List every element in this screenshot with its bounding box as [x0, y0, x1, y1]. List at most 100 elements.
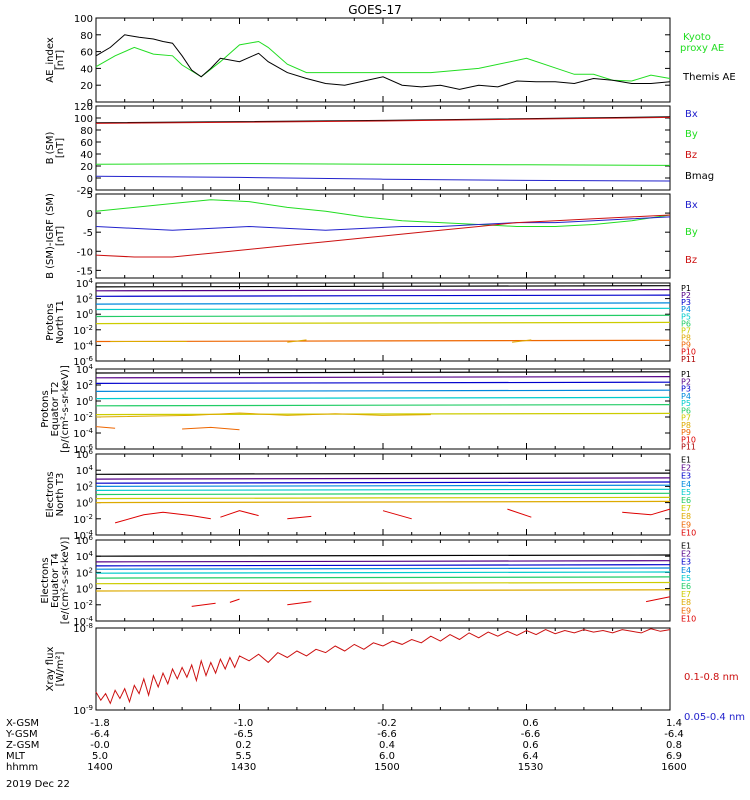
legend-entry: P5 [681, 312, 691, 321]
y-tick-label: 80 [80, 126, 93, 137]
legend-entry: By [685, 129, 698, 140]
channel-line [95, 564, 671, 567]
channel-line [95, 381, 671, 384]
y-axis-label: B (SM) [45, 131, 56, 164]
legend-entry: E1 [681, 541, 691, 550]
legend-entry: P8 [681, 334, 691, 343]
legend-entry: E10 [681, 528, 696, 537]
channel-segment [95, 426, 116, 429]
legend-entry: P4 [681, 305, 691, 314]
channel-segment [220, 510, 259, 518]
channel-line [95, 289, 671, 292]
legend-entry: Themis AE [682, 72, 736, 83]
x-axis-value: 0.6 [523, 740, 539, 751]
y-tick-label: 102 [76, 379, 93, 392]
channel-segment [507, 508, 532, 518]
y-tick-label: 10-9 [73, 704, 93, 717]
legend: Bx By Bz [685, 200, 698, 266]
legend: Bx By Bz Bmag [685, 109, 714, 182]
channel-segment [382, 510, 412, 520]
channel-line [95, 321, 671, 325]
y-tick-label: -5 [83, 228, 93, 239]
channel-line [95, 307, 671, 311]
legend-entry: Kyoto proxy AE [680, 32, 724, 54]
channel-segment [191, 602, 216, 607]
legend-entry: E4 [681, 480, 691, 489]
y-tick-label: 80 [80, 31, 93, 42]
x-axis-value: -6.6 [377, 729, 397, 740]
x-axis-value: 1430 [231, 762, 256, 773]
x-axis-value: -6.5 [234, 729, 254, 740]
y-tick-label: 100 [76, 308, 93, 321]
x-axis-row-label: Y-GSM [5, 729, 38, 740]
channel-line [95, 571, 671, 574]
legend-entry: Bz [685, 255, 697, 266]
channel-line [95, 492, 671, 496]
y-tick-label: -15 [77, 266, 93, 277]
y-tick-label: 100 [76, 583, 93, 596]
y-axis-label: [e/(cm²-s-sr-keV)] [60, 537, 71, 625]
x-axis-value: -1.8 [90, 718, 110, 729]
panel-xray: 10-8 10-9 Xray flux [W/m²] 0.1-0.8 nm 0.05-0.… [45, 622, 745, 723]
legend-entry: E6 [681, 582, 691, 591]
channel-line [95, 396, 671, 400]
x-axis-table: X-GSM -1.8 -1.0 -0.2 0.6 1.4 Y-GSM -6.4 -6.5 -6.6… [5, 718, 687, 773]
series-line-by [95, 199, 671, 227]
x-axis-value: 1530 [518, 762, 543, 773]
channel-line [95, 488, 671, 491]
x-axis-row-label: X-GSM [6, 718, 39, 729]
channel-line [95, 339, 671, 343]
legend-entry: E2 [681, 550, 691, 559]
series-line-by [95, 163, 671, 166]
channel-segment [645, 596, 671, 603]
legend-entry: P10 [681, 348, 696, 357]
series-line-bmag [95, 116, 671, 124]
y-axis-label: [p/(cm²-s-sr-keV)] [60, 365, 71, 453]
y-axis-label: Protons [45, 303, 56, 340]
series-line-bz [95, 214, 671, 258]
channel-line [95, 589, 671, 592]
series-line-bz [95, 116, 671, 124]
x-axis-value: -1.0 [234, 718, 254, 729]
y-tick-label: 10-6 [73, 443, 93, 456]
y-tick-label: 100 [74, 14, 93, 25]
x-axis-value: 6.9 [666, 751, 682, 762]
y-tick-label: 106 [76, 534, 94, 547]
y-tick-label: 10-2 [73, 324, 93, 337]
x-axis-value: 6.4 [523, 751, 539, 762]
legend-entry: Bz [685, 150, 697, 161]
y-tick-label: 100 [76, 395, 93, 408]
channel-line [95, 371, 671, 374]
x-axis-row-label: hhmm [6, 762, 38, 773]
legend-entry: E10 [681, 614, 696, 623]
series-line-kyoto-proxy-ae [95, 40, 671, 82]
channel-line [95, 314, 671, 318]
x-axis-value: -6.4 [90, 729, 110, 740]
x-axis-value: 1400 [87, 762, 112, 773]
y-tick-label: 0 [87, 209, 93, 220]
channel-segment [287, 339, 307, 343]
channel-line [95, 481, 671, 484]
y-tick-label: 10-4 [73, 529, 93, 542]
y-tick-label: 100 [76, 497, 93, 510]
x-axis-value: -0.2 [377, 718, 397, 729]
channel-segment [287, 515, 312, 520]
legend-entry: E1 [681, 455, 691, 464]
y-tick-label: 104 [76, 464, 94, 477]
legend-entry: E3 [681, 472, 691, 481]
legend-entry: E7 [681, 504, 691, 513]
channel-segment [114, 511, 211, 524]
series-line-themis-ae [95, 34, 671, 90]
y-tick-label: 0 [87, 98, 93, 109]
channel-line [95, 567, 671, 570]
legend-entry: E5 [681, 488, 691, 497]
y-tick-label: -20 [77, 186, 93, 197]
legend-entry: E9 [681, 606, 691, 615]
y-axis-label: Protons [40, 390, 51, 427]
legend-entry: E8 [681, 598, 691, 607]
y-tick-label: 102 [76, 566, 93, 579]
legend-entry: P11 [681, 443, 696, 452]
